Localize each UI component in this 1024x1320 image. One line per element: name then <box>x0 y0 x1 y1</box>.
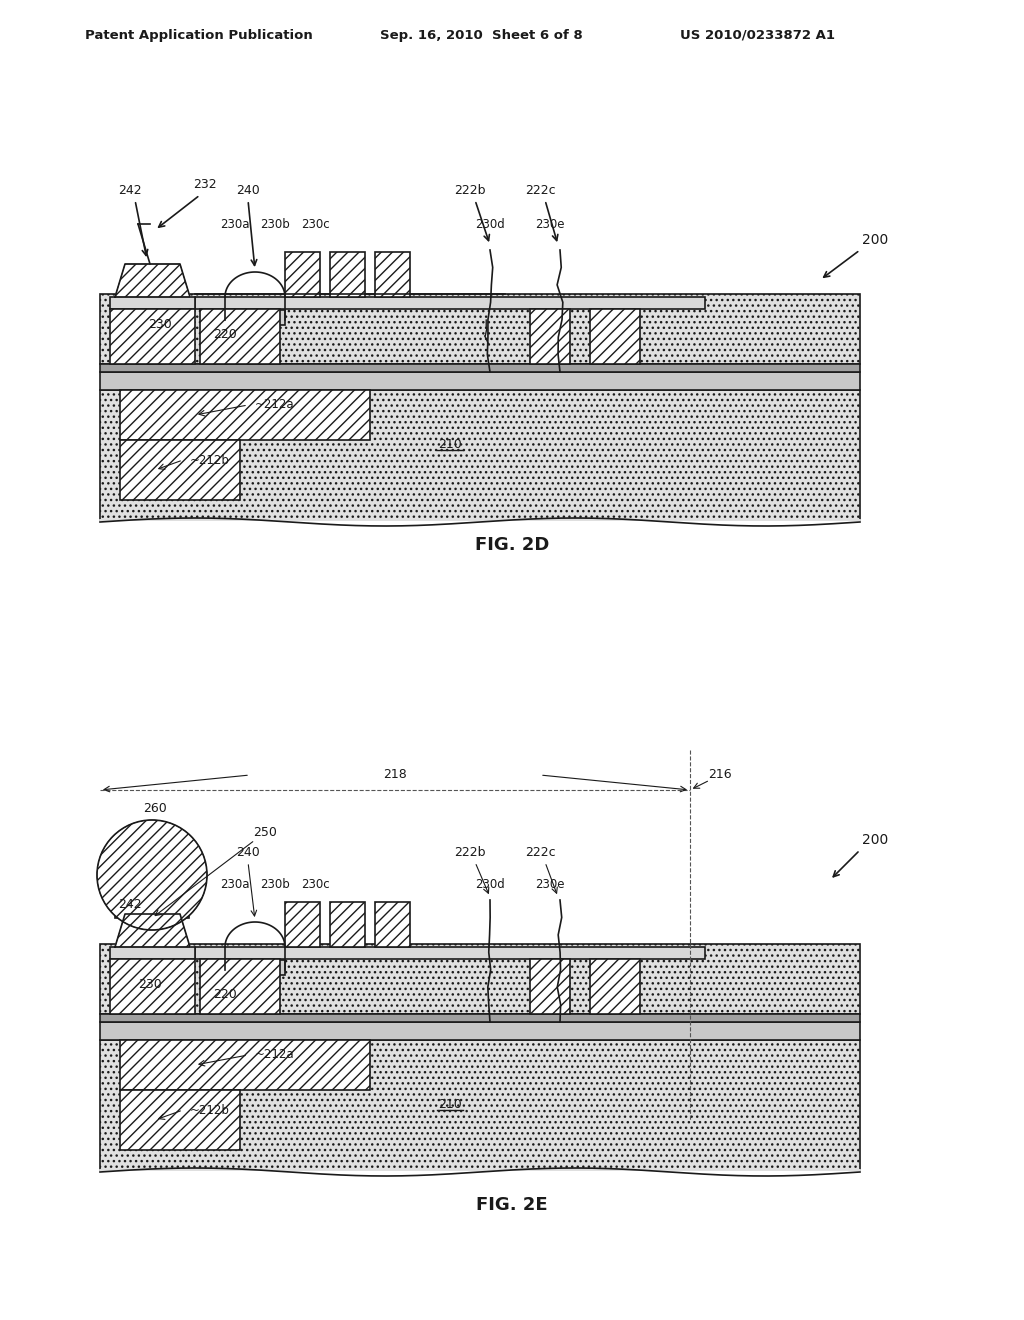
Text: 230b: 230b <box>260 879 290 891</box>
Bar <box>110 946 195 960</box>
Text: 222c: 222c <box>524 846 555 858</box>
Bar <box>100 1022 860 1040</box>
Bar <box>285 902 319 946</box>
Bar <box>200 960 280 1014</box>
Text: 200: 200 <box>862 833 888 847</box>
Bar <box>375 902 410 946</box>
Bar <box>115 906 189 917</box>
Text: FIG. 2D: FIG. 2D <box>475 536 549 554</box>
Bar <box>110 297 195 309</box>
Text: 230: 230 <box>148 318 172 331</box>
Bar <box>530 960 570 1014</box>
Bar <box>100 389 860 520</box>
Text: 230c: 230c <box>301 219 330 231</box>
Bar <box>590 960 640 1014</box>
Text: 240: 240 <box>237 846 260 858</box>
Text: 260: 260 <box>143 801 167 814</box>
Text: 218: 218 <box>383 768 407 781</box>
Text: FIG. 2E: FIG. 2E <box>476 1196 548 1214</box>
Text: 210: 210 <box>438 1098 462 1111</box>
Polygon shape <box>115 264 190 297</box>
Text: 230a: 230a <box>220 219 250 231</box>
Text: 222b: 222b <box>455 183 485 197</box>
Text: ~212a: ~212a <box>255 1048 295 1061</box>
Bar <box>225 310 285 325</box>
Bar <box>530 309 570 364</box>
Bar <box>120 1090 240 1150</box>
Bar <box>225 960 285 975</box>
Text: 230c: 230c <box>301 879 330 891</box>
Text: 230: 230 <box>138 978 162 991</box>
Text: 230b: 230b <box>260 219 290 231</box>
Text: US 2010/0233872 A1: US 2010/0233872 A1 <box>680 29 835 41</box>
Text: 222b: 222b <box>455 846 485 858</box>
Bar <box>120 440 240 500</box>
Text: ~212b: ~212b <box>190 1104 229 1117</box>
Text: 230a: 230a <box>220 879 250 891</box>
Circle shape <box>97 820 207 931</box>
Text: 230e: 230e <box>536 219 565 231</box>
Bar <box>330 252 365 297</box>
Text: 230e: 230e <box>536 879 565 891</box>
Bar <box>285 252 319 297</box>
Bar <box>195 946 705 960</box>
Bar <box>200 309 280 364</box>
Text: Patent Application Publication: Patent Application Publication <box>85 29 312 41</box>
Bar <box>110 960 195 1014</box>
Text: 250: 250 <box>253 825 276 838</box>
Text: 230d: 230d <box>475 219 505 231</box>
Bar <box>375 252 410 297</box>
Polygon shape <box>115 913 190 946</box>
Bar <box>100 372 860 389</box>
Bar <box>110 309 195 364</box>
Text: 200: 200 <box>862 234 888 247</box>
Text: ~212b: ~212b <box>190 454 229 466</box>
Text: Sep. 16, 2010  Sheet 6 of 8: Sep. 16, 2010 Sheet 6 of 8 <box>380 29 583 41</box>
Bar <box>590 309 640 364</box>
Text: 216: 216 <box>709 768 732 781</box>
Text: 222c: 222c <box>524 183 555 197</box>
Text: 210: 210 <box>438 438 462 451</box>
Text: 242: 242 <box>118 899 141 912</box>
Text: 230d: 230d <box>475 879 505 891</box>
Bar <box>120 1040 370 1090</box>
Bar <box>100 294 860 364</box>
Bar <box>100 1040 860 1170</box>
Bar <box>120 389 370 440</box>
Text: 232: 232 <box>194 178 217 191</box>
Text: 242: 242 <box>118 183 141 197</box>
Bar <box>100 944 860 1014</box>
Bar <box>100 364 860 372</box>
Bar <box>195 297 705 309</box>
Text: 240: 240 <box>237 183 260 197</box>
Text: ~212a: ~212a <box>255 399 295 412</box>
Text: 220: 220 <box>213 329 237 342</box>
Bar <box>100 1014 860 1022</box>
Bar <box>330 902 365 946</box>
Text: 220: 220 <box>213 989 237 1002</box>
